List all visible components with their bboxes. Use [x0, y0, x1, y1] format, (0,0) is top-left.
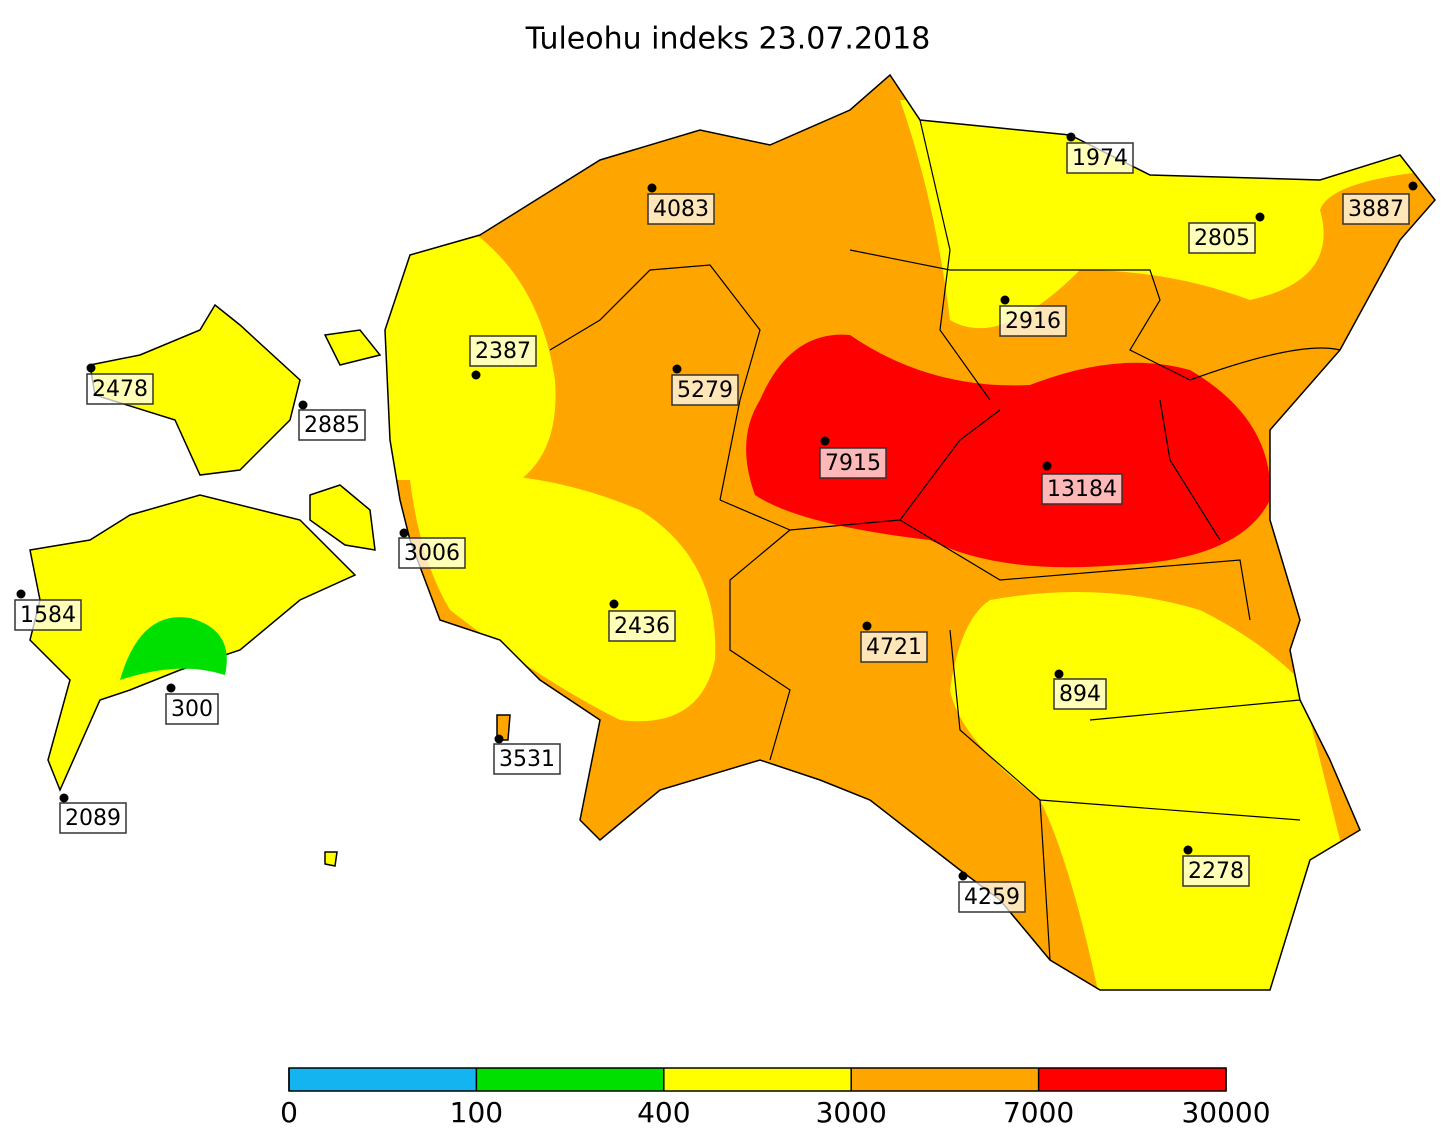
station-label: 3006 — [404, 541, 460, 566]
station-dot — [647, 183, 657, 193]
label-box — [86, 373, 154, 405]
label-box — [1066, 142, 1134, 174]
colorbar-segment — [289, 1068, 477, 1091]
station-dot — [399, 528, 409, 538]
station-dot — [86, 363, 96, 373]
station-dot — [1255, 212, 1265, 222]
station-label: 2387 — [475, 339, 531, 364]
station-label: 2278 — [1188, 859, 1244, 884]
station-label: 2436 — [614, 614, 670, 639]
label-box — [999, 305, 1067, 337]
station-label: 3887 — [1348, 197, 1404, 222]
station-dot — [1183, 845, 1193, 855]
station-dot — [471, 370, 481, 380]
station-label: 3531 — [499, 747, 555, 772]
label-box — [1053, 678, 1107, 710]
label-box — [493, 743, 561, 775]
county-borders — [549, 119, 1341, 961]
station-label: 1584 — [20, 603, 76, 628]
station-dot — [820, 436, 830, 446]
station-dot — [672, 364, 682, 374]
islands — [29, 303, 511, 867]
label-box — [860, 631, 928, 663]
colorbar-tick-label: 30000 — [1181, 1096, 1270, 1129]
station-label: 2089 — [65, 806, 121, 831]
colorbar-segment — [1038, 1068, 1226, 1091]
label-box — [958, 881, 1026, 913]
station-label: 1974 — [1072, 146, 1128, 171]
station-dot — [1042, 461, 1052, 471]
label-box — [819, 447, 887, 479]
station-dot — [1408, 181, 1418, 191]
station-label: 4083 — [653, 197, 709, 222]
station-dot — [298, 400, 308, 410]
station-label: 4721 — [866, 635, 922, 660]
station-dot — [1000, 295, 1010, 305]
colorbar-segment — [851, 1068, 1039, 1091]
label-box — [671, 374, 739, 406]
label-box — [1188, 222, 1256, 254]
label-box — [398, 537, 466, 569]
station-label: 13184 — [1047, 477, 1117, 502]
station-label: 2916 — [1005, 309, 1061, 334]
colorbar-segment — [663, 1068, 852, 1091]
colorbar-tick-label: 0 — [280, 1096, 298, 1129]
label-box — [1342, 193, 1410, 225]
station-dot — [166, 683, 176, 693]
station-dot — [59, 793, 69, 803]
colorbar-tick-label: 400 — [637, 1096, 690, 1129]
colorbar-tick-label: 7000 — [1003, 1096, 1074, 1129]
label-box — [165, 693, 219, 725]
station-label: 5279 — [677, 378, 733, 403]
label-box — [608, 610, 676, 642]
station-label: 2478 — [92, 377, 148, 402]
label-box — [1041, 473, 1123, 505]
station-dot — [1066, 132, 1076, 142]
station-dot — [862, 621, 872, 631]
station-label: 894 — [1059, 682, 1101, 707]
label-box — [59, 802, 127, 834]
station-dot — [1054, 669, 1064, 679]
colorbar: 0 100 400 3000 7000 30000 — [280, 1067, 1271, 1129]
station-dot — [958, 871, 968, 881]
station-dot — [494, 734, 504, 744]
label-box — [1182, 855, 1250, 887]
colorbar-segment — [476, 1068, 664, 1091]
label-box — [14, 599, 82, 631]
station-dot — [609, 599, 619, 609]
label-box — [647, 193, 715, 225]
station-label: 7915 — [825, 451, 881, 476]
station-dot — [16, 589, 26, 599]
label-box — [469, 335, 537, 367]
station-label: 2805 — [1194, 226, 1250, 251]
stations: 1974 4083 3887 2805 2916 2387 5279 2478 2885 7915… — [14, 132, 1418, 913]
map-title: Tuleohu indeks 23.07.2018 — [525, 22, 931, 57]
colorbar-tick-label: 100 — [450, 1096, 503, 1129]
colorbar-tick-label: 3000 — [816, 1096, 887, 1129]
station-label: 4259 — [964, 885, 1020, 910]
station-label: 300 — [171, 697, 213, 722]
station-label: 2885 — [304, 413, 360, 438]
label-box — [298, 409, 366, 441]
